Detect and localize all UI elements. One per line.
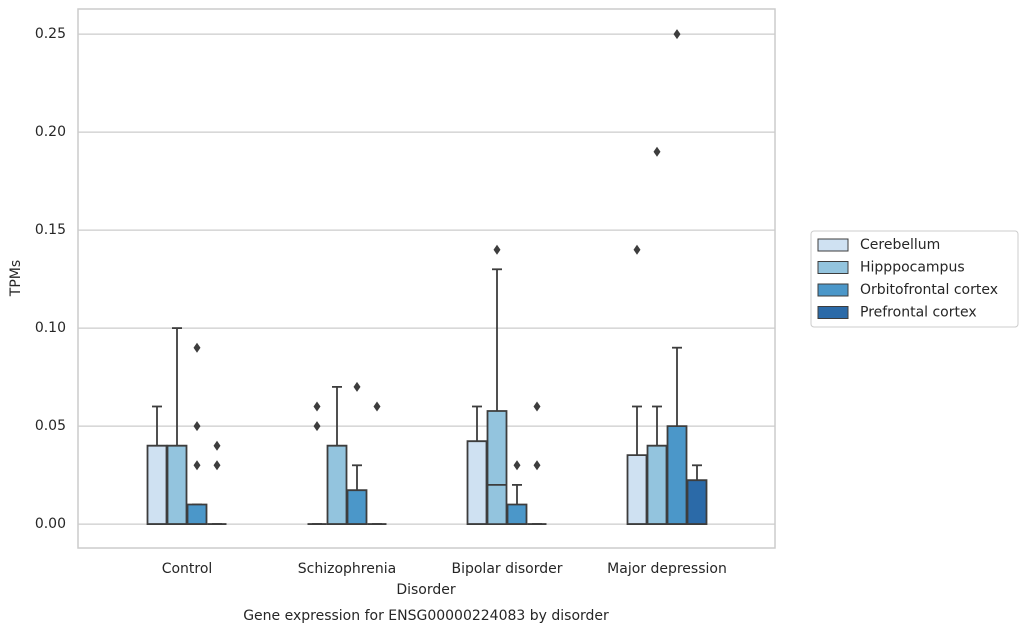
- box: [686, 479, 708, 525]
- y-tick-label: 0.00: [35, 516, 66, 532]
- x-axis-label: Disorder: [396, 582, 456, 598]
- flier: [193, 460, 201, 471]
- box: [466, 440, 488, 525]
- y-tick-label: 0.05: [35, 418, 66, 434]
- box: [646, 444, 668, 525]
- flier: [633, 244, 641, 255]
- legend-swatch: [817, 283, 849, 297]
- flier: [213, 440, 221, 451]
- box: [166, 444, 188, 525]
- x-tick-label: Control: [162, 561, 213, 577]
- flier: [313, 421, 321, 432]
- flier: [513, 460, 521, 471]
- x-tick-label: Major depression: [607, 561, 727, 577]
- flier: [353, 381, 361, 392]
- box: [506, 503, 528, 525]
- legend-label: Prefrontal cortex: [860, 305, 977, 321]
- box: [486, 410, 508, 525]
- legend-label: Orbitofrontal cortex: [860, 282, 998, 298]
- chart-title: Gene expression for ENSG00000224083 by d…: [243, 608, 609, 624]
- legend-label: Hipppocampus: [860, 260, 965, 276]
- flier: [193, 421, 201, 432]
- flier: [673, 29, 681, 40]
- flier: [193, 342, 201, 353]
- box: [666, 425, 688, 525]
- flier: [533, 460, 541, 471]
- y-axis-label: TPMs: [8, 260, 24, 297]
- box: [346, 489, 368, 525]
- box: [626, 454, 648, 525]
- legend-label: Cerebellum: [860, 237, 940, 253]
- flier: [373, 401, 381, 412]
- box: [186, 503, 208, 525]
- flier: [313, 401, 321, 412]
- y-tick-label: 0.25: [35, 26, 66, 42]
- y-tick-label: 0.20: [35, 124, 66, 140]
- box: [326, 444, 348, 525]
- plot-frame: [77, 8, 776, 549]
- y-tick-label: 0.10: [35, 320, 66, 336]
- box: [146, 444, 168, 525]
- y-tick-label: 0.15: [35, 222, 66, 238]
- flier: [533, 401, 541, 412]
- flier: [653, 146, 661, 157]
- flier: [493, 244, 501, 255]
- legend-swatch: [817, 306, 849, 319]
- legend-frame: [810, 230, 1019, 328]
- x-tick-label: Bipolar disorder: [451, 561, 562, 577]
- flier: [213, 460, 221, 471]
- legend-swatch: [817, 238, 849, 252]
- legend-swatch: [817, 261, 849, 274]
- x-tick-label: Schizophrenia: [298, 561, 396, 577]
